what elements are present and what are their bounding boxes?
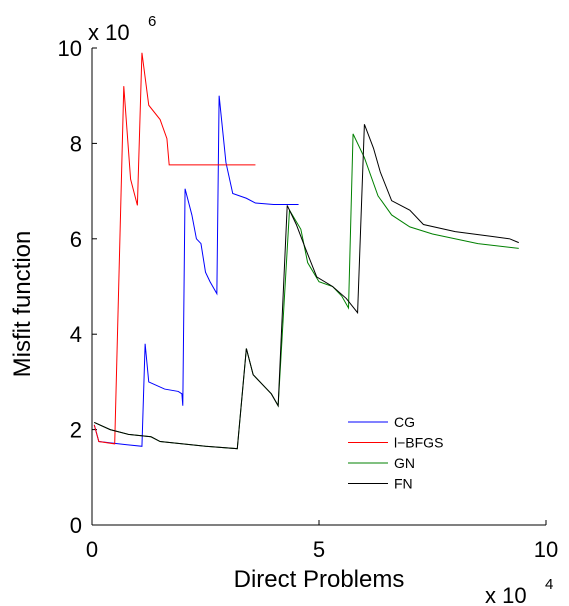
x-multiplier: x 10 — [485, 583, 527, 606]
y-tick-label: 8 — [70, 131, 82, 156]
x-tick-label: 0 — [86, 537, 98, 562]
legend-label: FN — [394, 476, 413, 492]
x-tick-label: 10 — [534, 537, 558, 562]
y-axis-label: Misfit function — [9, 231, 36, 378]
y-tick-label: 4 — [70, 322, 82, 347]
y-tick-label: 0 — [70, 513, 82, 538]
legend-label: GN — [394, 455, 415, 471]
y-multiplier-exponent: 6 — [148, 13, 156, 30]
y-tick-label: 6 — [70, 227, 82, 252]
series-line — [94, 124, 519, 450]
y-tick-label: 10 — [58, 36, 82, 61]
x-multiplier-exponent: 4 — [545, 576, 553, 593]
legend-label: CG — [394, 414, 415, 430]
x-axis-label: Direct Problems — [234, 566, 405, 593]
legend-label: l−BFGS — [394, 435, 443, 451]
y-multiplier: x 10 — [88, 20, 130, 45]
x-tick-label: 5 — [313, 537, 325, 562]
y-tick-label: 2 — [70, 418, 82, 443]
series-line — [93, 52, 256, 445]
series-line — [93, 95, 299, 447]
series-line — [94, 133, 519, 450]
